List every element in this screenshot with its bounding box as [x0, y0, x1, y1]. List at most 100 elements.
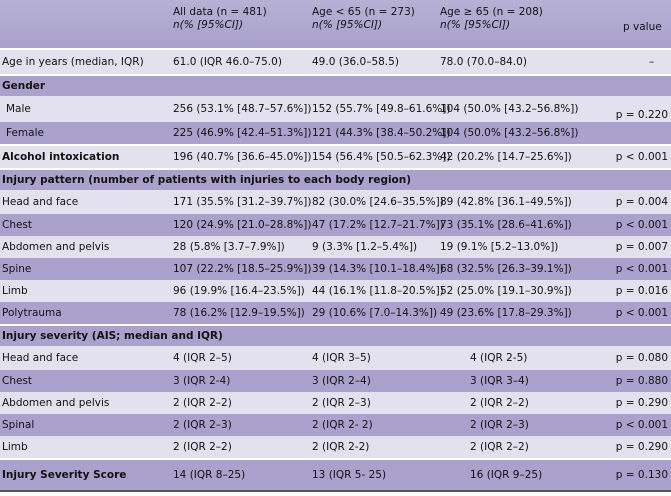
cell-age-65-plus: 104 (50.0% [43.2–56.8%]): [440, 103, 579, 115]
cell-p-value: p = 0.007: [615, 241, 668, 253]
cell-p-value: p = 0.016: [615, 285, 668, 297]
table-row: Chest 3 (IQR 2-4) 3 (IQR 2–4) 3 (IQR 3–4…: [0, 370, 671, 392]
cell-all-data: 78 (16.2% [12.9–19.5%]): [173, 307, 305, 319]
cell-p-value: p < 0.001: [615, 307, 668, 319]
table-row: Abdomen and pelvis 28 (5.8% [3.7–7.9%]) …: [0, 236, 671, 258]
cell-p-value: p = 0.290: [615, 397, 668, 409]
row-label: Alcohol intoxication: [2, 151, 120, 163]
cell-all-data: 256 (53.1% [48.7–57.6%]): [173, 103, 312, 115]
header-age-under-65-subtitle: n(% [95%CI]): [312, 19, 383, 31]
row-label: Male: [6, 103, 31, 115]
cell-age-65-plus: 104 (50.0% [43.2–56.8%]): [440, 127, 579, 139]
table-row: Injury Severity Score 14 (IQR 8–25) 13 (…: [0, 460, 671, 490]
cell-p-value: p = 0.220: [615, 109, 668, 121]
table-row: Head and face 4 (IQR 2–5) 4 (IQR 3–5) 4 …: [0, 346, 671, 370]
row-label: Head and face: [2, 196, 79, 208]
cell-all-data: 107 (22.2% [18.5–25.9%]): [173, 263, 312, 275]
cell-p-value: p = 0.880: [615, 375, 668, 387]
cell-age-65-plus: 3 (IQR 3–4): [470, 375, 529, 387]
cell-age-under-65: 13 (IQR 5- 25): [312, 469, 387, 481]
table-header: All data (n = 481) n(% [95%CI]) Age < 65…: [0, 0, 671, 48]
row-label: Chest: [2, 375, 33, 387]
table-row: Spine 107 (22.2% [18.5–25.9%]) 39 (14.3%…: [0, 258, 671, 280]
cell-all-data: 14 (IQR 8–25): [173, 469, 246, 481]
row-label: Limb: [2, 285, 28, 297]
section-header: Injury pattern (number of patients with …: [0, 170, 671, 190]
table-row: Chest 120 (24.9% [21.0–28.8%]) 47 (17.2%…: [0, 214, 671, 236]
cell-age-under-65: 44 (16.1% [11.8–20.5%]): [312, 285, 444, 297]
cell-age-under-65: 3 (IQR 2–4): [312, 375, 371, 387]
cell-age-65-plus: 16 (IQR 9–25): [470, 469, 543, 481]
row-label: Polytrauma: [2, 307, 62, 319]
cell-age-65-plus: 73 (35.1% [28.6–41.6%]): [440, 219, 572, 231]
section-header: Gender: [0, 76, 671, 96]
cell-age-under-65: 39 (14.3% [10.1–18.4%]): [312, 263, 444, 275]
header-age-under-65: Age < 65 (n = 273) n(% [95%CI]): [312, 6, 415, 31]
cell-all-data: 28 (5.8% [3.7–7.9%]): [173, 241, 285, 253]
cell-all-data: 2 (IQR 2–2): [173, 397, 232, 409]
row-label: Female: [6, 127, 44, 139]
cell-p-value: p = 0.004: [615, 196, 668, 208]
cell-age-under-65: 2 (IQR 2-2): [312, 441, 370, 453]
header-age-65-plus: Age ≥ 65 (n = 208) n(% [95%CI]): [440, 6, 543, 31]
table-row: Alcohol intoxication 196 (40.7% [36.6–45…: [0, 146, 671, 168]
cell-age-under-65: 2 (IQR 2–3): [312, 397, 371, 409]
row-label: Chest: [2, 219, 33, 231]
cell-age-under-65: 2 (IQR 2- 2): [312, 419, 373, 431]
cell-all-data: 3 (IQR 2-4): [173, 375, 231, 387]
cell-all-data: 2 (IQR 2–2): [173, 441, 232, 453]
cell-age-under-65: 29 (10.6% [7.0–14.3%]): [312, 307, 438, 319]
header-age-65-plus-title: Age ≥ 65 (n = 208): [440, 6, 543, 18]
cell-age-under-65: 49.0 (36.0–58.5): [312, 56, 399, 68]
header-age-under-65-title: Age < 65 (n = 273): [312, 6, 415, 18]
table-row: Limb 2 (IQR 2–2) 2 (IQR 2-2) 2 (IQR 2–2)…: [0, 436, 671, 458]
cell-age-65-plus: 49 (23.6% [17.8–29.3%]): [440, 307, 572, 319]
table-row: Spinal 2 (IQR 2–3) 2 (IQR 2- 2) 2 (IQR 2…: [0, 414, 671, 436]
cell-age-65-plus: 19 (9.1% [5.2–13.0%]): [440, 241, 559, 253]
cell-age-65-plus: 78.0 (70.0–84.0): [440, 56, 527, 68]
header-p-value: p value: [623, 21, 662, 33]
row-label: Age in years (median, IQR): [2, 56, 144, 68]
cell-age-65-plus: 68 (32.5% [26.3–39.1%]): [440, 263, 572, 275]
cell-all-data: 2 (IQR 2–3): [173, 419, 232, 431]
table-row: Head and face 171 (35.5% [31.2–39.7%]) 8…: [0, 190, 671, 214]
cell-all-data: 171 (35.5% [31.2–39.7%]): [173, 196, 312, 208]
cell-age-65-plus: 4 (IQR 2-5): [470, 352, 528, 364]
cell-age-under-65: 4 (IQR 3–5): [312, 352, 371, 364]
table-row: Female 225 (46.9% [42.4–51.3%]) 121 (44.…: [0, 122, 671, 144]
table-row: Limb 96 (19.9% [16.4–23.5%]) 44 (16.1% […: [0, 280, 671, 302]
section-title: Gender: [2, 80, 46, 92]
cell-p-value: p < 0.001: [615, 419, 668, 431]
row-label: Spinal: [2, 419, 35, 431]
cell-all-data: 196 (40.7% [36.6–45.0%]): [173, 151, 312, 163]
row-label: Injury Severity Score: [2, 469, 127, 481]
cell-age-under-65: 121 (44.3% [38.4–50.2%]): [312, 127, 451, 139]
cell-p-value: p = 0.080: [615, 352, 668, 364]
cell-age-under-65: 9 (3.3% [1.2–5.4%]): [312, 241, 418, 253]
table-row: Abdomen and pelvis 2 (IQR 2–2) 2 (IQR 2–…: [0, 392, 671, 414]
section-title: Injury pattern (number of patients with …: [2, 174, 412, 186]
cell-age-under-65: 82 (30.0% [24.6–35.5%]): [312, 196, 444, 208]
cell-age-65-plus: 2 (IQR 2–3): [470, 419, 529, 431]
table-row: Polytrauma 78 (16.2% [12.9–19.5%]) 29 (1…: [0, 302, 671, 324]
cell-age-under-65: 154 (56.4% [50.5–62.3%]): [312, 151, 451, 163]
cell-p-value: –: [649, 56, 655, 68]
cell-age-under-65: 47 (17.2% [12.7–21.7%]): [312, 219, 444, 231]
header-all-data-title: All data (n = 481): [173, 6, 267, 18]
cell-age-65-plus: 42 (20.2% [14.7–25.6%]): [440, 151, 572, 163]
row-label: Limb: [2, 441, 28, 453]
header-all-data: All data (n = 481) n(% [95%CI]): [173, 6, 267, 31]
section-header: Injury severity (AIS; median and IQR): [0, 326, 671, 346]
row-label: Abdomen and pelvis: [2, 397, 110, 409]
cell-all-data: 61.0 (IQR 46.0–75.0): [173, 56, 282, 68]
cell-p-value: p < 0.001: [615, 151, 668, 163]
cell-all-data: 225 (46.9% [42.4–51.3%]): [173, 127, 312, 139]
table-bottom-rule: [0, 490, 671, 492]
cell-p-value: p = 0.130: [615, 469, 668, 481]
cell-age-under-65: 152 (55.7% [49.8–61.6%]): [312, 103, 451, 115]
cell-p-value: p < 0.001: [615, 263, 668, 275]
cell-all-data: 4 (IQR 2–5): [173, 352, 232, 364]
cell-age-65-plus: 89 (42.8% [36.1–49.5%]): [440, 196, 572, 208]
cell-age-65-plus: 2 (IQR 2–2): [470, 397, 529, 409]
